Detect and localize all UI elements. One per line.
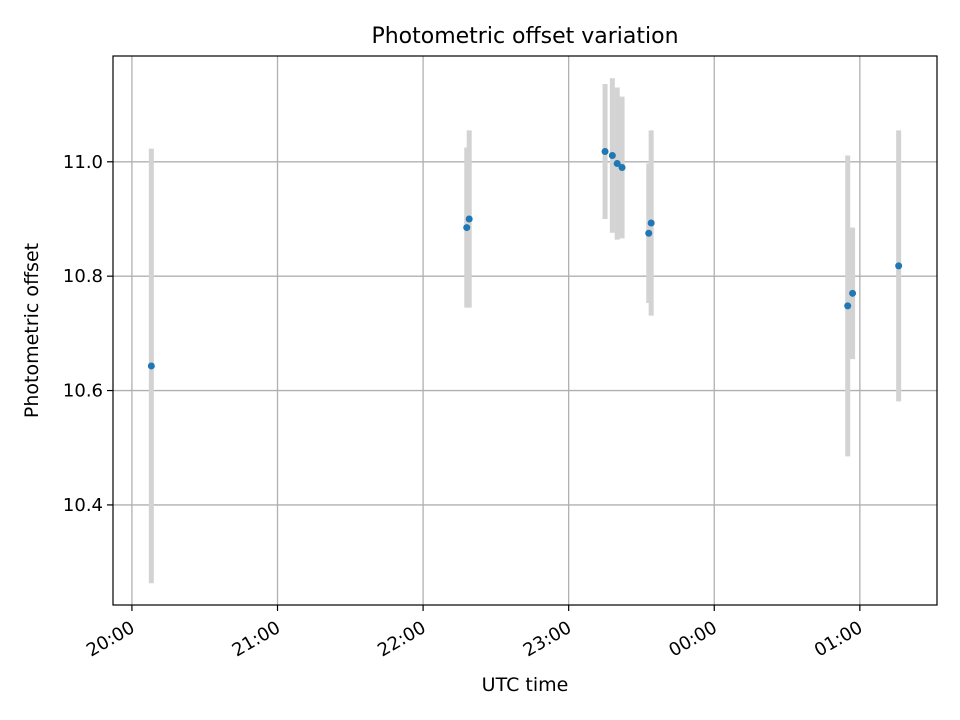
y-tick-label: 11.0 [63, 152, 103, 173]
grid [113, 56, 937, 605]
data-point [645, 229, 653, 237]
y-tick-label: 10.6 [63, 381, 103, 402]
y-axis-label: Photometric offset [21, 243, 43, 418]
plot-frame [112, 55, 938, 606]
x-tick-label: 23:00 [520, 617, 575, 661]
data-point [844, 302, 852, 310]
data-points [147, 148, 903, 370]
data-point [147, 362, 155, 370]
y-tick-label: 10.4 [63, 495, 103, 516]
data-point [608, 152, 616, 160]
y-tick-label: 10.8 [63, 266, 103, 287]
x-tick-label: 00:00 [665, 617, 720, 661]
chart-title: Photometric offset variation [371, 24, 678, 49]
data-point [647, 219, 655, 227]
x-tick-label: 20:00 [83, 617, 138, 661]
data-point [613, 160, 621, 168]
x-axis-label: UTC time [482, 674, 569, 696]
data-point [618, 164, 626, 172]
data-point [895, 262, 903, 270]
x-axis-ticks: 20:00 21:00 22:00 23:00 00:00 01:00 [83, 605, 866, 661]
error-bars [148, 78, 902, 584]
data-point [465, 215, 473, 223]
y-axis-ticks: 10.4 10.6 10.8 11.0 [63, 152, 113, 516]
x-tick-label: 22:00 [374, 617, 429, 661]
data-point [849, 289, 857, 297]
x-tick-label: 21:00 [229, 617, 284, 661]
data-point [463, 224, 471, 232]
data-point [601, 148, 609, 156]
x-tick-label: 01:00 [811, 617, 866, 661]
